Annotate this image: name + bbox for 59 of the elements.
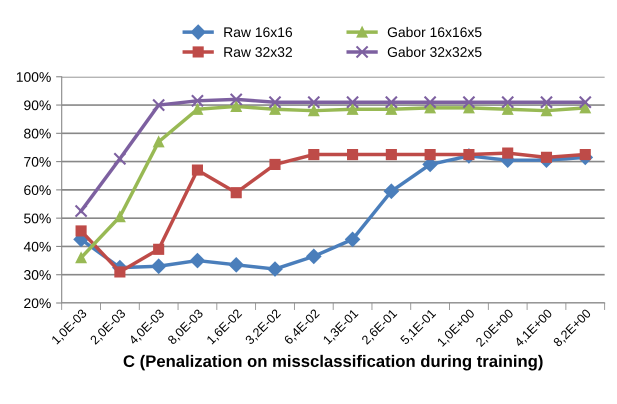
legend-label: Raw 32x32 [224,47,292,57]
point [307,96,320,109]
y-tick-label: 30% [24,270,51,280]
point [113,152,126,166]
y-tick-label: 80% [24,128,51,138]
point [267,261,283,277]
point [580,148,591,160]
point [76,252,87,264]
point [230,187,242,198]
point [347,148,358,160]
point [268,96,282,109]
point [540,96,554,109]
y-tick-label: 50% [24,213,51,224]
point [230,100,242,112]
point [308,148,320,160]
point [501,96,514,109]
point [151,258,166,274]
y-tick-label: 20% [24,298,51,308]
point [190,94,204,108]
point [386,104,397,115]
point [269,104,281,115]
point [308,105,320,116]
point [502,148,514,159]
x-axis-title: C (Penalization on missclassification during training) [124,354,543,370]
point [540,105,552,116]
legend-label: Raw 16x16 [224,27,292,38]
point [230,92,243,106]
point [424,96,437,109]
y-tick-label: 60% [24,185,51,196]
point [424,148,436,160]
point [578,96,592,109]
point [306,248,322,264]
point [386,148,397,160]
point [540,152,552,163]
point [463,148,474,160]
point [190,253,206,268]
point [228,257,244,272]
point [269,158,281,170]
point [345,232,360,247]
legend-label: Gabor 32x32x5 [388,46,482,57]
point [114,211,126,222]
point [347,104,358,115]
point [384,184,399,199]
y-tick-label: 100% [16,72,51,82]
point [76,225,87,236]
point [502,104,514,115]
y-tick-label: 40% [24,242,51,252]
legend-label: Gabor 16x16x5 [388,26,482,38]
point [384,96,398,109]
point [152,98,166,112]
point [114,266,126,278]
point [153,136,164,148]
y-tick-label: 90% [24,100,51,110]
point [192,164,203,176]
y-tick-label: 70% [24,156,51,167]
point [74,204,88,218]
point [346,96,360,109]
point [462,96,476,109]
point [153,244,164,255]
